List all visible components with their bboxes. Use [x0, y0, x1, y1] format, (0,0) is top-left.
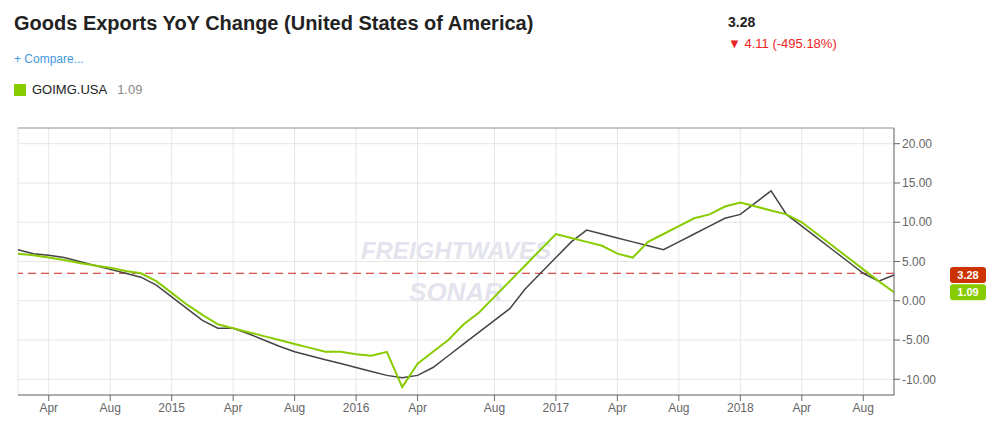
svg-text:-10.00: -10.00 — [902, 373, 936, 387]
svg-text:Apr: Apr — [39, 401, 58, 415]
html-text:▼ 4.11 (-495.18%): ▼ 4.11 (-495.18%) — [728, 36, 837, 51]
svg-text:Aug: Aug — [284, 401, 305, 415]
svg-text:1.09: 1.09 — [957, 286, 978, 298]
html-text:3.28: 3.28 — [728, 14, 756, 30]
svg-text:2017: 2017 — [543, 401, 570, 415]
svg-text:10.00: 10.00 — [902, 215, 932, 229]
svg-text:Apr: Apr — [608, 401, 627, 415]
svg-text:Aug: Aug — [484, 401, 505, 415]
svg-text:Apr: Apr — [792, 401, 811, 415]
svg-text:5.00: 5.00 — [902, 255, 926, 269]
html-text:Goods Exports YoY Change (Unit: Goods Exports YoY Change (United States … — [14, 12, 534, 34]
svg-text:Apr: Apr — [224, 401, 243, 415]
svg-text:2015: 2015 — [158, 401, 185, 415]
svg-text:Aug: Aug — [668, 401, 689, 415]
html-text:1.09: 1.09 — [117, 82, 143, 97]
html-text:SONAR: SONAR — [409, 276, 503, 307]
svg-text:0.00: 0.00 — [902, 294, 926, 308]
html-text:FREIGHTWAVES: FREIGHTWAVES — [360, 237, 552, 265]
svg-text:2016: 2016 — [343, 401, 370, 415]
svg-text:Aug: Aug — [853, 401, 874, 415]
svg-text:3.28: 3.28 — [957, 269, 978, 281]
svg-text:-5.00: -5.00 — [902, 333, 930, 347]
svg-text:15.00: 15.00 — [902, 176, 932, 190]
svg-text:20.00: 20.00 — [902, 137, 932, 151]
html-text:+ Compare...: + Compare... — [14, 52, 84, 66]
svg-text:Aug: Aug — [100, 401, 121, 415]
svg-text:2018: 2018 — [727, 401, 754, 415]
svg-text:Apr: Apr — [408, 401, 427, 415]
html-text:GOIMG.USA: GOIMG.USA — [32, 82, 108, 97]
